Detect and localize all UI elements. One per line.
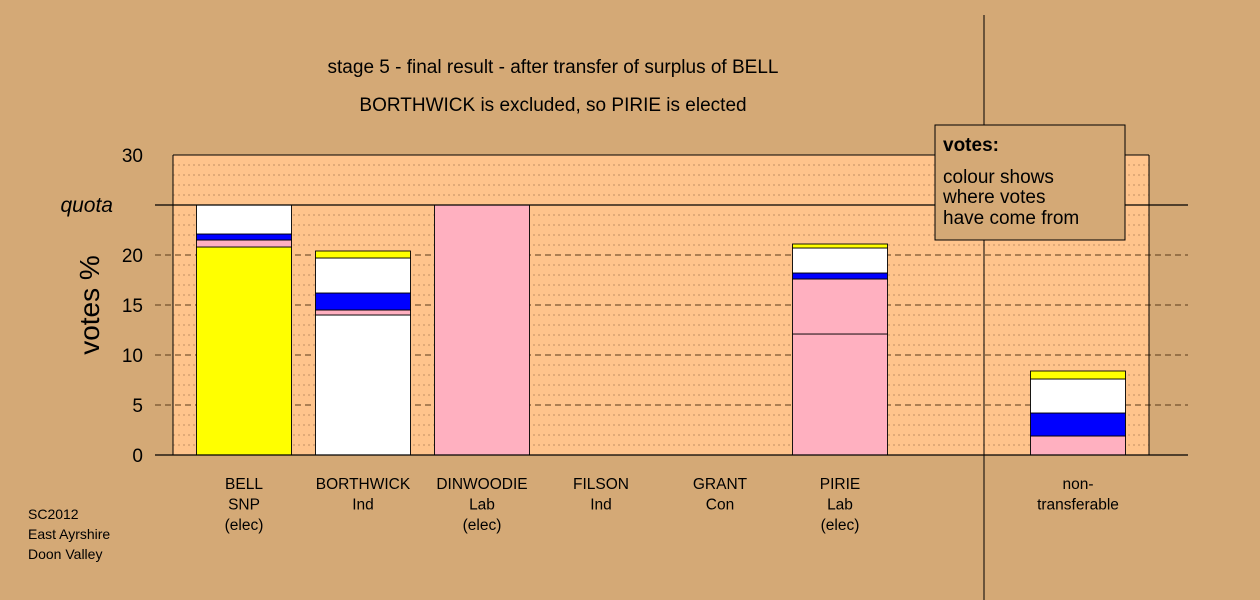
bar-segment [434,204,530,456]
bar-segment [1030,412,1126,437]
y-tick-label: 15 [122,296,143,317]
x-tick-label: Lab [469,497,495,514]
y-tick-labels: 0 5 10 15 20 30 [122,146,143,467]
y-axis-label: votes % [74,255,105,355]
footnote: SC2012 East Ayrshire Doon Valley [28,506,110,562]
x-tick-label: BORTHWICK [316,476,411,493]
legend-line: where votes [942,187,1045,208]
footnote-line: SC2012 [28,506,79,522]
y-tick-label: 30 [122,146,143,167]
bar-segment [315,250,411,259]
x-tick-label: DINWOODIE [436,476,527,493]
x-tick-label: transferable [1037,497,1119,514]
legend-box: votes: colour shows where votes have com… [934,124,1126,241]
x-tick-label: BELL [225,476,263,493]
bar-segment [196,239,292,248]
legend-title: votes: [943,135,999,156]
x-tick-label: Ind [590,497,612,514]
legend-line: have come from [943,208,1079,229]
x-tick-label: PIRIE [820,476,860,493]
x-tick-label: non- [1062,476,1093,493]
legend-line: colour shows [943,167,1054,188]
x-tick-label: FILSON [573,476,629,493]
bar-segment [196,246,292,456]
x-tick-label: (elec) [821,517,860,534]
bar-segment [792,333,888,456]
y-tick-label: 20 [122,246,143,267]
chart-title: stage 5 - final result - after transfer … [328,57,779,78]
bar-segment [1030,378,1126,414]
bar-segment [1030,435,1126,456]
x-tick-label: GRANT [693,476,748,493]
y-tick-label: 0 [132,446,143,467]
x-tick-label: (elec) [463,517,502,534]
x-tick-label: (elec) [225,517,264,534]
footnote-line: East Ayrshire [28,526,110,542]
bar-segment [196,204,292,235]
footnote-line: Doon Valley [28,546,102,562]
x-category-labels: BELL SNP (elec) BORTHWICK Ind DINWOODIE Lab (el… [225,476,1119,534]
bar-segment [792,247,888,274]
bar-segment [315,292,411,311]
bar-segment [792,272,888,280]
x-tick-label: SNP [228,497,260,514]
bars [196,204,1126,456]
legend-background [934,124,1126,241]
y-tick-label: 10 [122,346,143,367]
x-tick-label: Lab [827,497,853,514]
y-tick-label: 5 [132,396,143,417]
x-tick-label: Con [706,497,734,514]
bar-segment [315,309,411,316]
bar-segment [196,233,292,241]
quota-label: quota [60,194,113,217]
bar-segment [315,257,411,294]
chart-subtitle: BORTHWICK is excluded, so PIRIE is elect… [359,95,746,116]
bar-segment [1030,370,1126,380]
bar-segment [315,314,411,456]
x-tick-label: Ind [352,497,374,514]
bar-segment [792,243,888,249]
bar-segment [792,278,888,335]
